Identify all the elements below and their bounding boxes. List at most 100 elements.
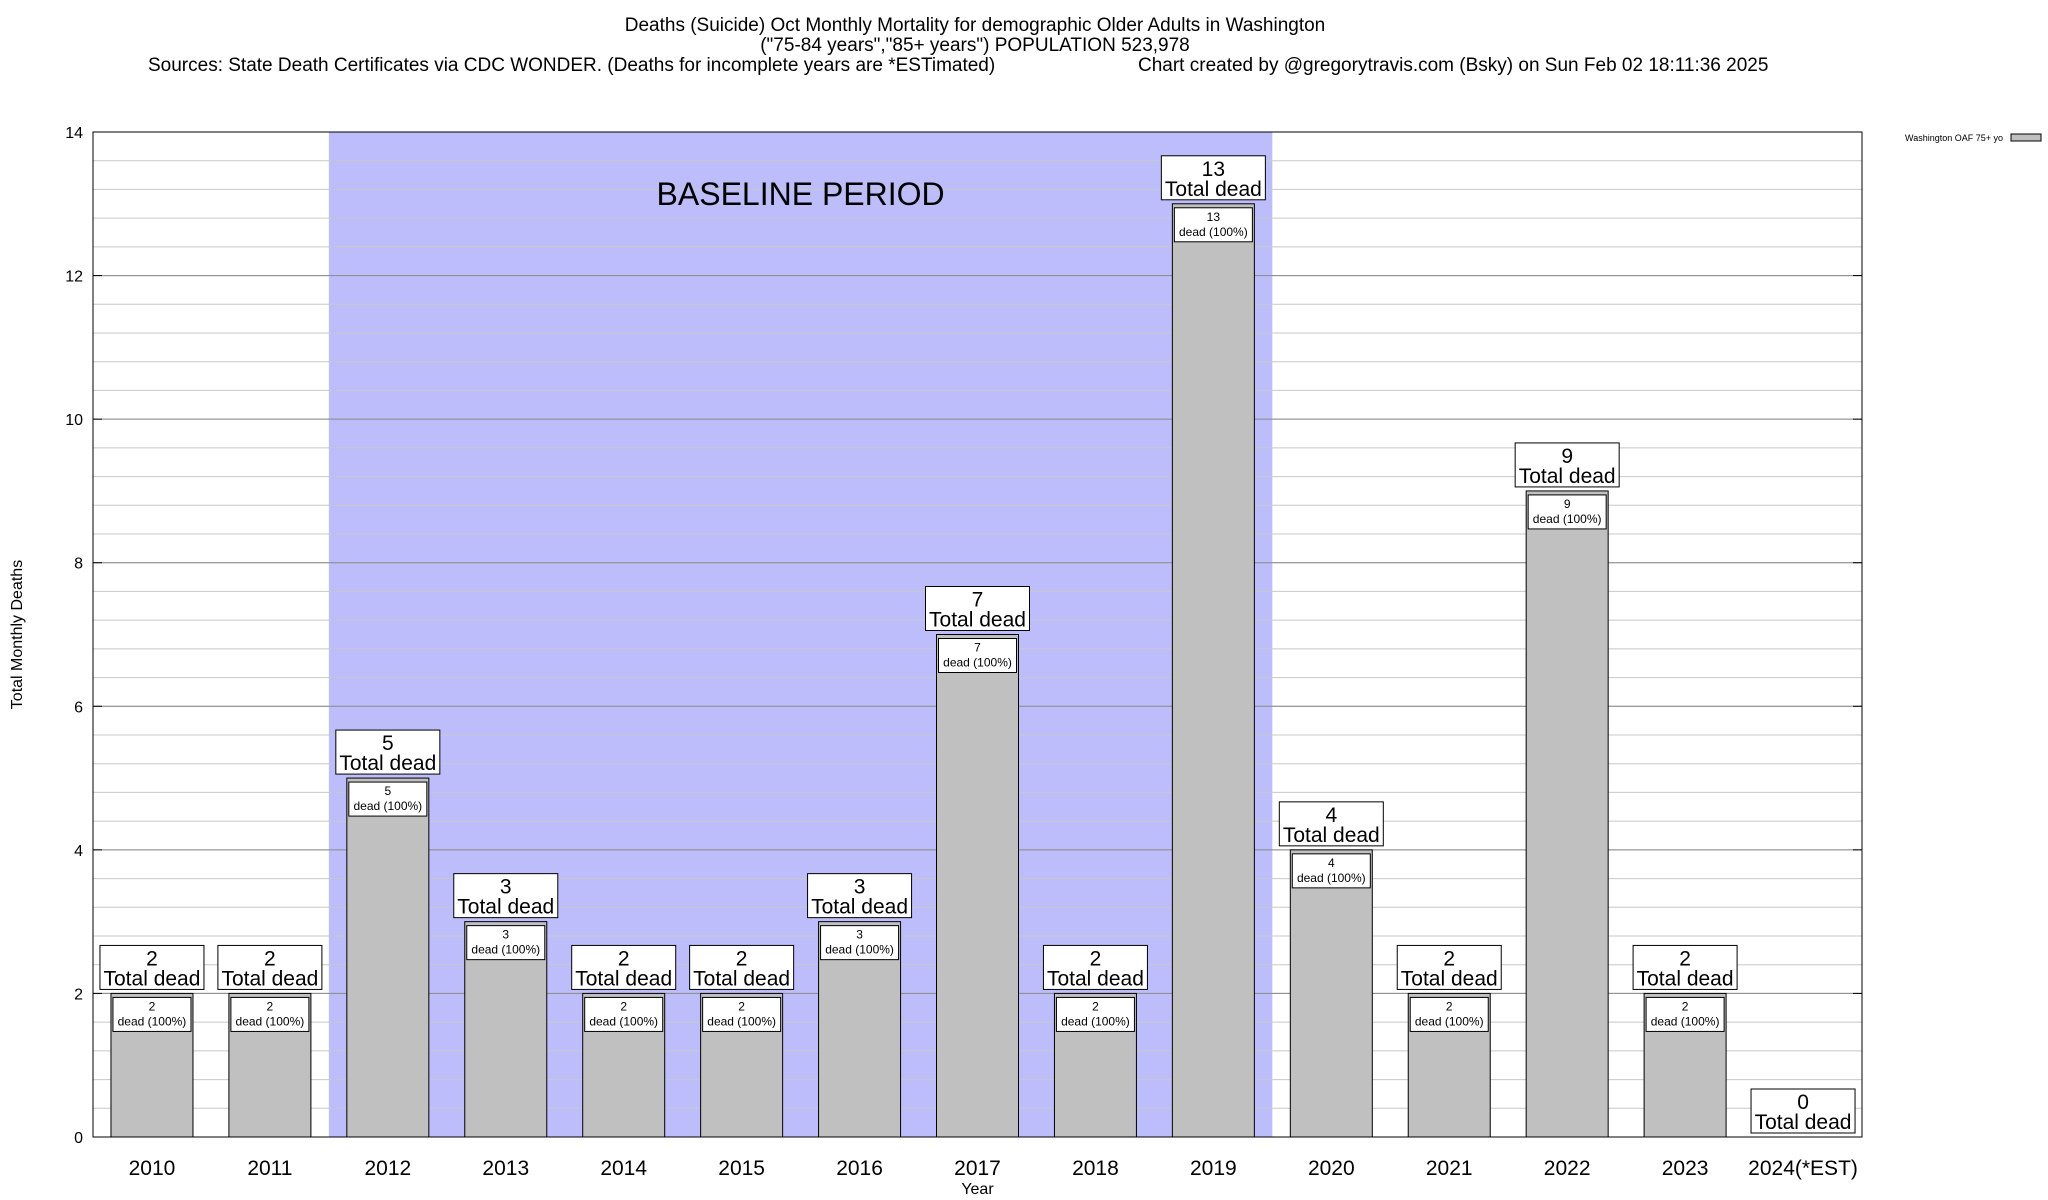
total-label-box (1278, 801, 1384, 847)
bar (346, 777, 430, 1138)
total-label-text: Total dead (575, 967, 672, 990)
inner-label-value: 2 (738, 999, 745, 1013)
inner-label-value: 5 (384, 784, 391, 798)
x-tick-label: 2019 (1190, 1157, 1237, 1180)
inner-label-box (230, 996, 310, 1032)
plot-frame (92, 131, 1863, 1138)
inner-label-text: dead (100%) (353, 799, 422, 813)
total-label-box (1514, 442, 1620, 488)
inner-label-text: dead (100%) (1651, 1014, 1720, 1028)
total-label-box (1632, 944, 1738, 990)
total-label-box (1750, 1088, 1856, 1134)
inner-label-box (348, 781, 428, 817)
total-label-box (807, 873, 913, 919)
inner-label-box (1291, 853, 1371, 889)
inner-label-text: dead (100%) (943, 656, 1012, 670)
x-tick-label: 2024(*EST) (1748, 1157, 1858, 1180)
total-label-text: Total dead (929, 609, 1026, 632)
total-label-value: 2 (1090, 947, 1102, 970)
baseline-period-label: BASELINE PERIOD (657, 176, 945, 212)
total-label-text: Total dead (1755, 1111, 1852, 1134)
inner-label-text: dead (100%) (825, 943, 894, 957)
total-label-value: 2 (736, 947, 748, 970)
total-label-value: 2 (146, 947, 158, 970)
x-tick-label: 2023 (1662, 1157, 1709, 1180)
y-tick-label: 12 (65, 269, 83, 286)
total-label-text: Total dead (104, 967, 201, 990)
x-tick-label: 2018 (1072, 1157, 1119, 1180)
y-tick-label: 8 (74, 556, 83, 573)
inner-label-text: dead (100%) (471, 943, 540, 957)
total-label-box (335, 729, 441, 775)
inner-label-value: 2 (1092, 999, 1099, 1013)
inner-label-text: dead (100%) (1533, 512, 1602, 526)
y-tick-label: 4 (74, 843, 83, 860)
total-label-box (217, 944, 323, 990)
total-label-value: 7 (972, 589, 984, 612)
inner-label-value: 3 (856, 928, 863, 942)
total-label-box (571, 944, 677, 990)
total-label-text: Total dead (811, 896, 908, 919)
chart-title-line-2: ("75-84 years","85+ years") POPULATION 5… (760, 35, 1190, 56)
x-tick-label: 2017 (954, 1157, 1001, 1180)
total-label-value: 5 (382, 732, 394, 755)
inner-label-value: 9 (1564, 497, 1571, 511)
bar (1525, 490, 1609, 1138)
x-tick-label: 2011 (247, 1157, 292, 1180)
y-tick-label: 14 (65, 125, 83, 142)
inner-label-value: 3 (502, 928, 509, 942)
total-label-text: Total dead (457, 896, 554, 919)
x-tick-label: 2014 (600, 1157, 647, 1180)
total-label-value: 2 (264, 947, 276, 970)
total-label-value: 0 (1797, 1091, 1809, 1114)
total-label-text: Total dead (221, 967, 318, 990)
y-tick-label: 10 (65, 412, 83, 429)
total-label-text: Total dead (1165, 178, 1262, 201)
total-label-box (1042, 944, 1148, 990)
inner-label-box (584, 996, 664, 1032)
x-tick-label: 2012 (364, 1157, 411, 1180)
inner-label-text: dead (100%) (589, 1014, 658, 1028)
total-label-text: Total dead (1283, 824, 1380, 847)
inner-label-text: dead (100%) (1179, 225, 1248, 239)
total-label-value: 3 (500, 876, 512, 899)
inner-label-box (1173, 207, 1253, 243)
x-tick-label: 2022 (1544, 1157, 1591, 1180)
x-tick-label: 2015 (718, 1157, 765, 1180)
x-tick-label: 2020 (1308, 1157, 1355, 1180)
inner-label-text: dead (100%) (1297, 871, 1366, 885)
y-tick-label: 6 (74, 699, 83, 716)
inner-label-box (938, 638, 1017, 673)
total-label-text: Total dead (1637, 967, 1734, 990)
inner-label-box (1527, 494, 1607, 530)
total-label-value: 9 (1561, 445, 1573, 468)
total-label-value: 2 (1679, 947, 1691, 970)
x-tick-label: 2021 (1426, 1157, 1473, 1180)
total-label-box (689, 944, 795, 990)
total-label-value: 2 (1443, 947, 1455, 970)
inner-label-text: dead (100%) (118, 1014, 187, 1028)
inner-label-value: 7 (974, 641, 981, 655)
total-label-text: Total dead (1047, 967, 1144, 990)
chart-title: Deaths (Suicide) Oct Monthly Mortality f… (148, 15, 1768, 76)
x-tick-label: 2016 (836, 1157, 883, 1180)
legend-series-label: Washington OAF 75+ yo (1905, 133, 2003, 143)
total-label-box (1396, 944, 1502, 990)
total-label-box (1160, 155, 1266, 201)
inner-label-box (1645, 996, 1725, 1032)
inner-label-value: 4 (1328, 856, 1335, 870)
chart-title-line-1: Deaths (Suicide) Oct Monthly Mortality f… (625, 15, 1326, 36)
total-label-box (99, 944, 205, 990)
x-tick-label: 2010 (129, 1157, 176, 1180)
total-label-box (925, 586, 1030, 631)
inner-label-value: 2 (149, 999, 156, 1013)
chart-credit: Chart created by @gregorytravis.com (Bsk… (1138, 55, 1768, 76)
x-tick-label: 2013 (482, 1157, 529, 1180)
bar (1289, 849, 1373, 1138)
total-label-value: 4 (1325, 804, 1337, 827)
total-label-text: Total dead (1519, 465, 1616, 488)
inner-label-value: 13 (1207, 210, 1221, 224)
y-tick-label: 0 (74, 1130, 83, 1147)
